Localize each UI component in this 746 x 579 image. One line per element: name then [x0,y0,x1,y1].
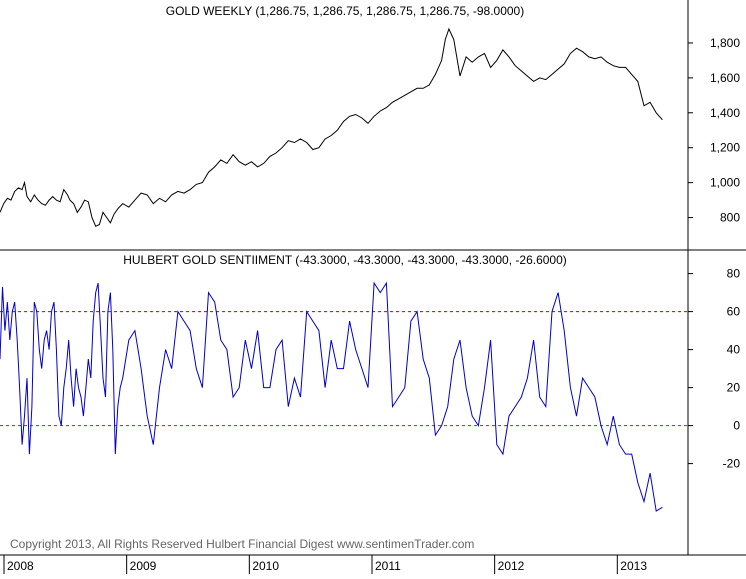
gold-y-tick-label: 1,400 [710,106,740,120]
x-tick-label: 2012 [498,559,525,573]
sentiment-y-tick-label: 60 [727,305,741,319]
gold-y-tick-label: 800 [720,211,740,225]
copyright-text: Copyright 2013, All Rights Reserved Hulb… [10,537,474,551]
gold-y-ticks: 800 1,000 1,200 1,400 1,600 1,800 [688,36,740,225]
x-tick-label: 2008 [7,559,34,573]
x-tick-label: 2011 [375,559,401,573]
x-tick-label: 2009 [130,559,157,573]
gold-chart-title: GOLD WEEKLY (1,286.75, 1,286.75, 1,286.7… [166,4,524,18]
sentiment-panel: HULBERT GOLD SENTIIMENT (-43.3000, -43.3… [0,250,740,555]
sentiment-y-tick-label: 0 [733,419,740,433]
gold-weekly-panel: GOLD WEEKLY (1,286.75, 1,286.75, 1,286.7… [0,0,740,250]
sentiment-y-tick-label: 80 [727,267,741,281]
sentiment-y-tick-label: -20 [723,457,741,471]
x-axis-ticks: 2008 2009 2010 2011 2012 2013 [3,555,647,574]
gold-y-tick-label: 1,600 [710,71,740,85]
sentiment-y-ticks: -20 0 20 40 60 80 [688,267,740,471]
sentiment-chart-title: HULBERT GOLD SENTIIMENT (-43.3000, -43.3… [123,253,567,267]
sentiment-y-tick-label: 40 [727,343,741,357]
gold-y-tick-label: 1,800 [710,36,740,50]
x-tick-label: 2010 [252,559,279,573]
sentiment-line [0,281,663,512]
gold-price-line [0,27,663,227]
gold-y-tick-label: 1,200 [710,141,740,155]
sentiment-y-tick-label: 20 [727,381,741,395]
gold-y-tick-label: 1,000 [710,176,740,190]
x-tick-label: 2013 [620,559,647,573]
